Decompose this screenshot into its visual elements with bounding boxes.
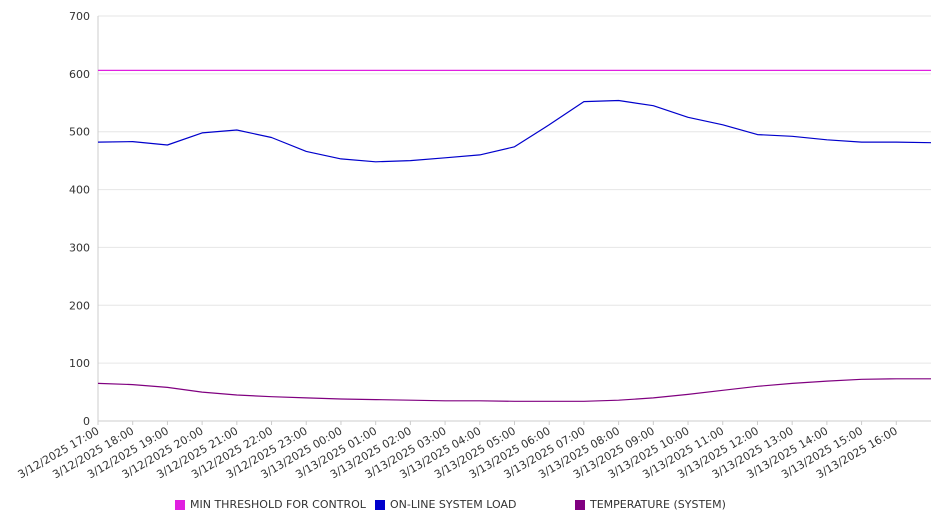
y-tick-label: 600 bbox=[69, 68, 90, 81]
legend-swatch-system-load bbox=[375, 499, 385, 510]
series-line-1 bbox=[97, 99, 932, 163]
legend-swatch-min-threshold bbox=[175, 499, 185, 510]
y-tick-label: 300 bbox=[69, 241, 90, 254]
legend-label-min-threshold: MIN THRESHOLD FOR CONTROL bbox=[190, 498, 366, 511]
y-tick-labels: 0 100 200 300 400 500 600 700 bbox=[69, 10, 90, 428]
y-tick-label: 0 bbox=[83, 415, 90, 428]
y-tick-label: 400 bbox=[69, 184, 90, 197]
legend-label-temperature: TEMPERATURE (SYSTEM) bbox=[590, 498, 726, 511]
series-line-2 bbox=[97, 378, 931, 402]
legend: MIN THRESHOLD FOR CONTROL ON-LINE SYSTEM… bbox=[0, 498, 946, 516]
x-tick-labels: 3/12/2025 17:003/12/2025 18:003/12/2025 … bbox=[16, 424, 900, 481]
legend-swatch-temperature bbox=[575, 499, 585, 510]
grid-lines bbox=[98, 15, 931, 364]
legend-item-min-threshold: MIN THRESHOLD FOR CONTROL bbox=[175, 498, 366, 511]
legend-label-system-load: ON-LINE SYSTEM LOAD bbox=[390, 498, 517, 511]
y-tick-label: 100 bbox=[69, 357, 90, 370]
legend-item-temperature: TEMPERATURE (SYSTEM) bbox=[575, 498, 726, 511]
y-tick-label: 200 bbox=[69, 299, 90, 312]
y-tick-label: 500 bbox=[69, 126, 90, 139]
y-tick-label: 700 bbox=[69, 10, 90, 23]
axes bbox=[97, 16, 931, 425]
legend-item-system-load: ON-LINE SYSTEM LOAD bbox=[375, 498, 516, 511]
series-lines bbox=[97, 69, 932, 402]
